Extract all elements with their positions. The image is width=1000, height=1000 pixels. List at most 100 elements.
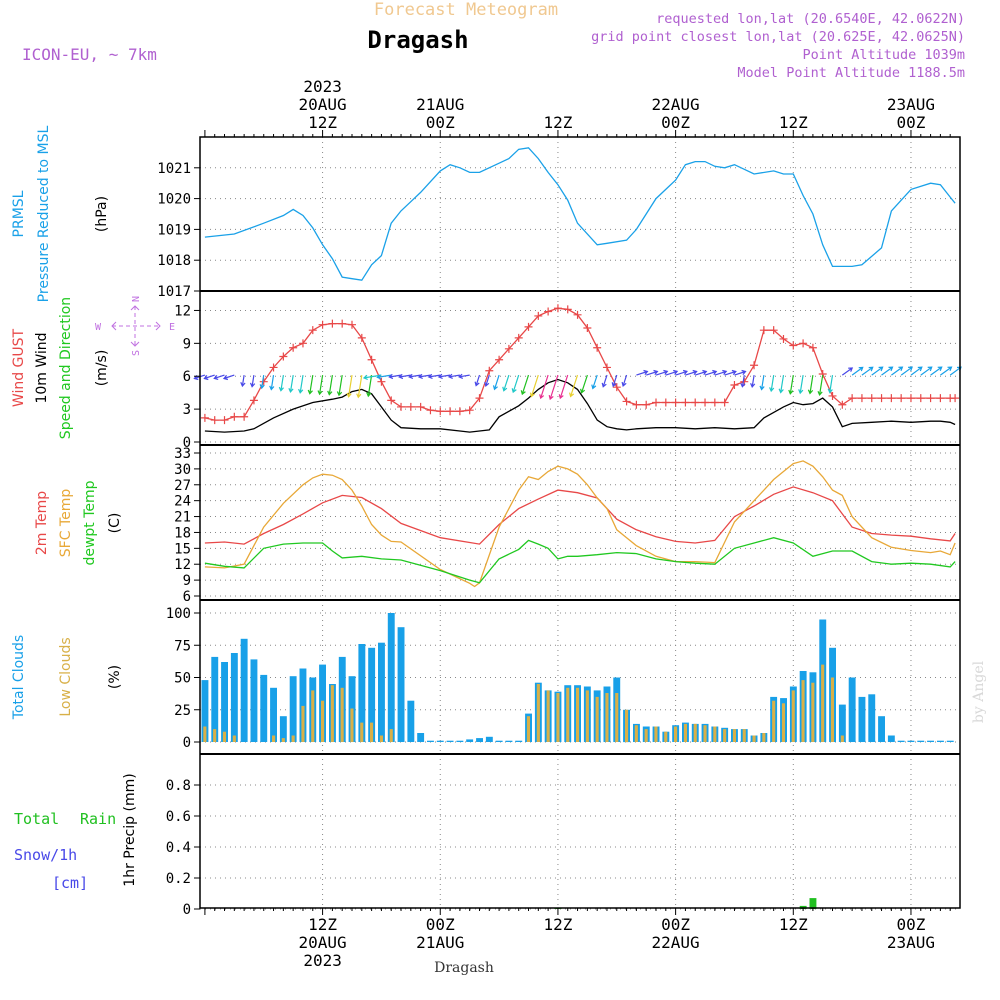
bottom-time-label: 00Z — [897, 915, 926, 934]
gust-marker — [200, 413, 209, 422]
y-tick-label: 0 — [183, 735, 191, 751]
low-cloud-bar — [752, 735, 756, 742]
compass-arrows — [111, 305, 161, 347]
low-cloud-bar — [595, 696, 599, 742]
low-cloud-bar — [340, 687, 344, 742]
total-cloud-bar — [368, 647, 376, 742]
total-cloud-bar — [211, 656, 219, 742]
low-cloud-bar — [615, 693, 619, 742]
y-tick-label: 50 — [174, 671, 191, 687]
bottom-time-label: 00Z — [661, 915, 690, 934]
top-time-label: 12Z — [308, 113, 337, 132]
wind-direction-arrow — [851, 366, 864, 376]
low-cloud-bar — [625, 709, 629, 743]
wind-direction-arrow — [655, 369, 669, 376]
wind-direction-arrow — [288, 375, 294, 394]
low-cloud-bar — [723, 729, 727, 742]
low-cloud-bar — [772, 700, 776, 742]
y-tick-label: 1020 — [157, 192, 191, 208]
total-cloud-bar — [201, 680, 209, 742]
plot-frame — [199, 136, 961, 909]
y-tick-label: 21 — [174, 510, 191, 526]
wind-direction-arrow — [900, 366, 913, 376]
wind-direction-arrow — [881, 366, 894, 376]
gust-marker — [593, 343, 602, 352]
wind-direction-arrow — [817, 375, 824, 397]
wind-direction-arrow — [910, 366, 923, 376]
total-cloud-bar — [838, 704, 846, 742]
sfc-temp-label: SFC Temp — [58, 489, 74, 558]
bottom-time-label: 12Z — [543, 915, 572, 934]
wind-direction-arrow — [388, 373, 402, 380]
wind-direction-arrow — [259, 375, 265, 390]
gust-marker — [465, 406, 474, 415]
gust-marker — [524, 322, 533, 331]
total-cloud-bar — [397, 627, 405, 742]
wind-unit-label: (m/s) — [94, 350, 110, 387]
gust-marker — [240, 412, 249, 421]
wind-direction-arrow — [417, 373, 431, 380]
gust-marker — [249, 396, 258, 405]
requested-coords: requested lon,lat (20.6540E, 42.0622N) — [656, 11, 965, 27]
wind-direction-arrow — [807, 375, 814, 395]
low-cloud-bar — [703, 725, 707, 742]
low-cloud-bar — [222, 731, 226, 742]
total-cloud-bar — [456, 740, 464, 742]
total-cloud-bar — [485, 736, 493, 742]
low-cloud-bar — [526, 716, 530, 742]
y-tick-label: 27 — [174, 478, 191, 494]
wind-direction-arrow — [336, 375, 343, 397]
gust-marker — [446, 407, 455, 416]
wind-direction-arrow — [484, 374, 490, 387]
wind-direction-arrow — [447, 373, 460, 379]
low-cloud-bar — [576, 687, 580, 742]
wind-direction-arrow — [646, 369, 659, 376]
total-cloud-bar — [250, 659, 258, 742]
y-tick-label: 15 — [174, 541, 191, 557]
low-cloud-bar — [791, 690, 795, 742]
total-cloud-bar — [495, 740, 503, 742]
gust-marker — [926, 394, 935, 403]
wind-direction-arrow — [750, 375, 756, 389]
gust-marker — [857, 394, 866, 403]
top-time-label: 12Z — [543, 113, 572, 132]
gust-marker — [495, 355, 504, 364]
wind-direction-arrow — [861, 366, 874, 376]
gust-marker — [553, 304, 562, 313]
total-cloud-bar — [378, 642, 385, 742]
top-time-label: 21AUG — [416, 95, 464, 114]
gust-marker — [367, 355, 376, 364]
gust-marker — [808, 343, 817, 352]
y-tick-label: 3 — [183, 402, 191, 418]
gust-marker — [455, 407, 464, 416]
wind-direction-arrow — [307, 375, 314, 395]
pressure-msl-label: Pressure Reduced to MSL — [36, 125, 52, 302]
low-cloud-bar — [272, 735, 276, 742]
wind-direction-arrow — [827, 375, 834, 394]
wind-direction-arrow — [580, 374, 588, 394]
temp2m-label: 2m Temp — [34, 491, 50, 555]
gust-marker — [828, 391, 837, 400]
low-cloud-bar — [301, 705, 305, 742]
y-tick-label: 0.2 — [166, 871, 191, 887]
y-tick-label: 1017 — [157, 284, 191, 300]
low-cloud-bar — [213, 729, 217, 742]
wind-direction-arrow — [376, 374, 392, 380]
total-cloud-bar — [407, 700, 415, 742]
low-cloud-bar — [781, 703, 785, 742]
wind-direction-arrow — [249, 375, 256, 388]
wind-direction-arrow — [539, 374, 549, 400]
wind-direction-arrow — [278, 375, 284, 392]
gust-marker — [583, 323, 592, 332]
y-tick-label: 12 — [174, 557, 191, 573]
wind-direction-arrow — [685, 369, 698, 376]
total-cloud-bar — [289, 676, 297, 742]
y-tick-label: 100 — [166, 606, 191, 622]
gust-marker — [642, 400, 651, 409]
low-cloud-bar — [654, 726, 658, 742]
low-cloud-bar — [634, 725, 638, 742]
low-cloud-bar — [291, 735, 295, 742]
gust-marker — [779, 334, 788, 343]
bottom-time-label: 2023 — [303, 951, 342, 970]
total-cloud-bar — [221, 662, 228, 742]
